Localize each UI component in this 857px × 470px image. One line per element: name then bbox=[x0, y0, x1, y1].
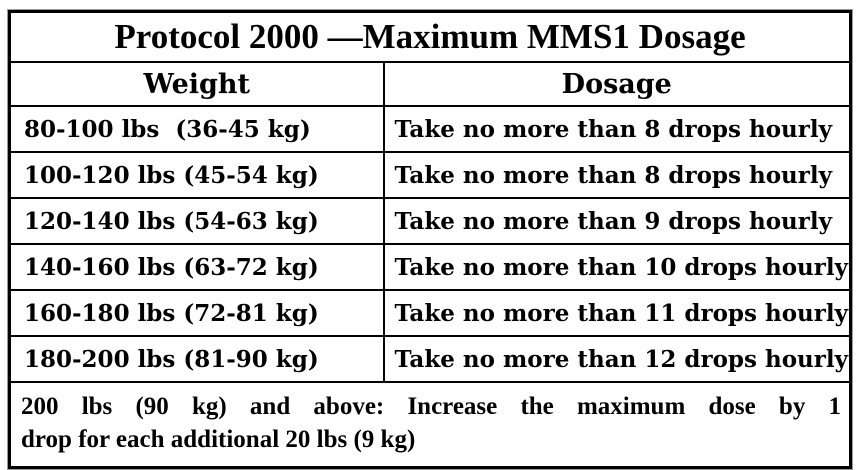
weight-cell: 160-180 lbs (72-81 kg) bbox=[8, 289, 385, 337]
header-row: Weight Dosage bbox=[8, 61, 852, 107]
dosage-cell: Take no more than 10 drops hourly bbox=[382, 243, 852, 291]
weight-cell: 80-100 lbs (36-45 kg) bbox=[8, 105, 385, 153]
dosage-cell: Take no more than 11 drops hourly bbox=[382, 289, 852, 337]
title-row: Protocol 2000 —Maximum MMS1 Dosage bbox=[8, 10, 852, 63]
footnote-line-1: 200 lbs (90 kg) and above: Increase the … bbox=[21, 393, 842, 420]
weight-cell: 140-160 lbs (63-72 kg) bbox=[8, 243, 385, 291]
table-row: 100-120 lbs (45-54 kg) Take no more than… bbox=[8, 151, 852, 199]
table-row: 140-160 lbs (63-72 kg) Take no more than… bbox=[8, 243, 852, 291]
table-row: 120-140 lbs (54-63 kg) Take no more than… bbox=[8, 197, 852, 245]
dosage-cell: Take no more than 9 drops hourly bbox=[382, 197, 852, 245]
column-header-dosage: Dosage bbox=[382, 61, 852, 107]
weight-cell: 100-120 lbs (45-54 kg) bbox=[8, 151, 385, 199]
footnote-row: 200 lbs (90 kg) and above: Increase the … bbox=[8, 381, 852, 469]
table-row: 80-100 lbs (36-45 kg) Take no more than … bbox=[8, 105, 852, 153]
footnote-line-2: drop for each additional 20 lbs (9 kg) bbox=[21, 425, 416, 453]
table-title: Protocol 2000 —Maximum MMS1 Dosage bbox=[8, 10, 852, 63]
weight-cell: 120-140 lbs (54-63 kg) bbox=[8, 197, 385, 245]
table-row: 160-180 lbs (72-81 kg) Take no more than… bbox=[8, 289, 852, 337]
weight-cell: 180-200 lbs (81-90 kg) bbox=[8, 335, 385, 383]
dosage-cell: Take no more than 8 drops hourly bbox=[382, 151, 852, 199]
dosage-table: Protocol 2000 —Maximum MMS1 Dosage Weigh… bbox=[6, 9, 854, 470]
footnote-cell: 200 lbs (90 kg) and above: Increase the … bbox=[8, 381, 852, 469]
column-header-weight: Weight bbox=[8, 61, 385, 107]
table-row: 180-200 lbs (81-90 kg) Take no more than… bbox=[8, 335, 852, 383]
dosage-cell: Take no more than 12 drops hourly bbox=[382, 335, 852, 383]
dosage-cell: Take no more than 8 drops hourly bbox=[382, 105, 852, 153]
